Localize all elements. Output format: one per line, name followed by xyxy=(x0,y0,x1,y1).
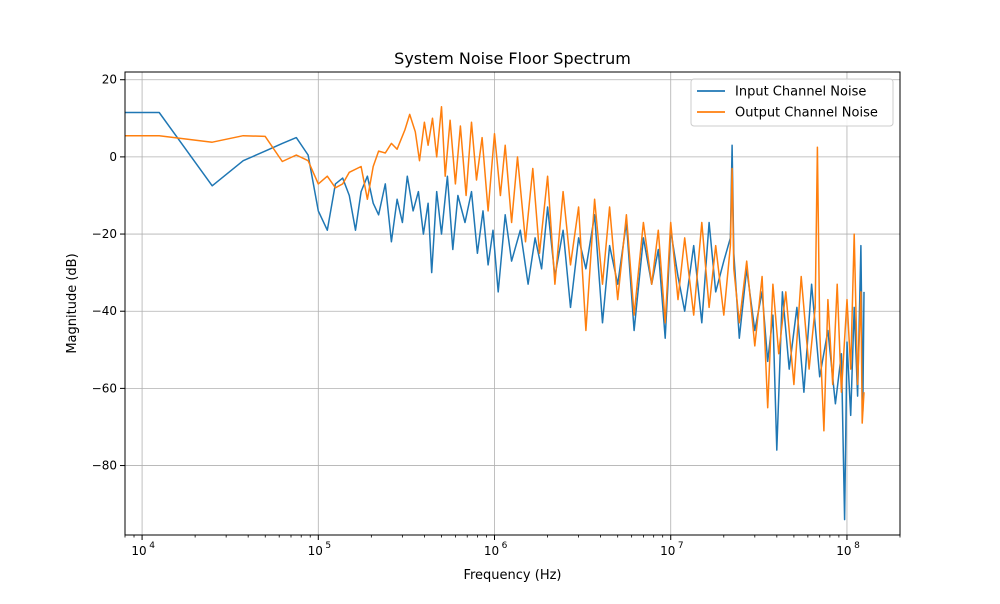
y-tick-label: −60 xyxy=(92,381,117,395)
y-tick-label: 0 xyxy=(109,150,117,164)
y-tick-label: −40 xyxy=(92,304,117,318)
legend-label: Output Channel Noise xyxy=(735,106,878,121)
x-tick-label: 10 xyxy=(484,544,499,558)
legend-box xyxy=(690,78,894,127)
y-axis-label: Magnitude (dB) xyxy=(65,253,80,353)
x-tick-label: 10 xyxy=(308,544,323,558)
x-axis-label: Frequency (Hz) xyxy=(463,568,561,583)
legend: Input Channel Noise Output Channel Noise xyxy=(690,78,894,127)
x-tick-label: 10 xyxy=(131,544,146,558)
grid xyxy=(125,72,900,535)
x-tick-label-exponent: 6 xyxy=(502,541,508,551)
x-tick-label-exponent: 4 xyxy=(149,541,155,551)
chart-title: System Noise Floor Spectrum xyxy=(394,49,631,68)
y-tick-label: −80 xyxy=(92,459,117,473)
x-tick-label-exponent: 7 xyxy=(678,541,684,551)
y-axis: 20 0 −20 −40 −60 −80 xyxy=(92,73,125,473)
plot-frame xyxy=(124,71,901,536)
series-layer xyxy=(125,105,865,521)
x-tick-label-exponent: 5 xyxy=(325,541,331,551)
x-tick-label: 10 xyxy=(836,544,851,558)
x-tick-label: 10 xyxy=(660,544,675,558)
series-line-output-channel-noise xyxy=(125,105,865,432)
x-axis: 10 4 10 5 10 6 10 7 10 8 xyxy=(124,535,901,558)
legend-label: Input Channel Noise xyxy=(735,85,866,100)
series-line-input-channel-noise xyxy=(125,111,865,521)
x-tick-label-exponent: 8 xyxy=(854,541,860,551)
y-tick-label: −20 xyxy=(92,227,117,241)
y-tick-label: 20 xyxy=(102,73,117,87)
